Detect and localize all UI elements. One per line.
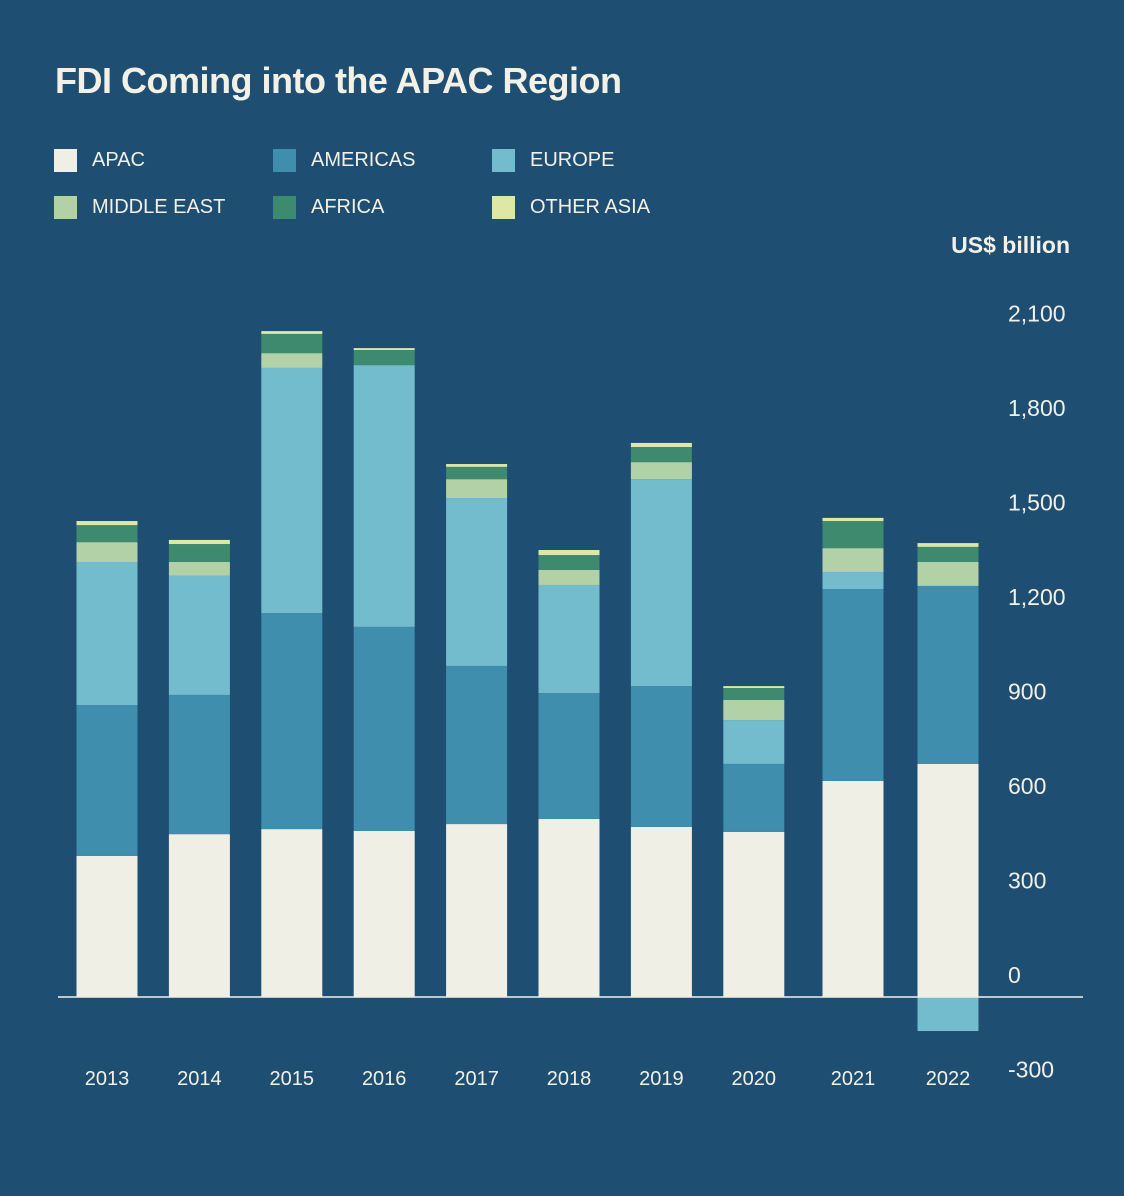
bar-segment-other-asia [76, 521, 138, 526]
bar-segment-europe [822, 572, 884, 590]
bar-segment-other-asia [723, 686, 785, 688]
bar-segment-apac [917, 763, 979, 997]
x-tick-label: 2018 [547, 1068, 592, 1090]
legend-label: EUROPE [530, 149, 615, 171]
bar-segment-americas [822, 589, 884, 781]
bar-segment-africa [446, 466, 508, 480]
bar-segment-americas [76, 704, 138, 856]
bar-segment-europe [353, 365, 415, 627]
y-axis-unit-label: US$ billion [951, 232, 1070, 258]
bar-segment-apac [446, 824, 508, 997]
bar-segment-apac [723, 831, 785, 997]
y-tick-label: 2,100 [1008, 301, 1066, 327]
legend-label: APAC [92, 149, 145, 171]
bar-segment-africa [630, 447, 692, 463]
bar-segment-africa [261, 333, 323, 354]
bar-segment-europe [630, 479, 692, 687]
bar-segment-europe [168, 575, 230, 695]
bar-segment-middle-east [630, 462, 692, 480]
bar-segment-europe [76, 561, 138, 705]
bar-segment-middle-east [76, 542, 138, 562]
bar-segment-europe [261, 367, 323, 614]
legend-swatch [54, 149, 77, 172]
bar-segment-americas [353, 626, 415, 831]
bar-segment-africa [168, 544, 230, 562]
bar-segment-middle-east [168, 561, 230, 576]
legend-item-africa: AFRICA [273, 196, 384, 219]
legend-item-middle-east: MIDDLE EAST [54, 196, 225, 219]
bar-segment-apac [76, 855, 138, 997]
y-tick-label: 300 [1008, 868, 1046, 894]
bar-segment-middle-east [538, 569, 600, 585]
legend-swatch [273, 196, 296, 219]
x-tick-label: 2014 [177, 1068, 222, 1090]
bar-segment-other-asia [538, 550, 600, 556]
bar-segment-other-asia [446, 464, 508, 467]
y-tick-label: 1,500 [1008, 490, 1066, 516]
x-tick-label: 2013 [85, 1068, 130, 1090]
legend-label: AMERICAS [311, 149, 416, 171]
bar-segment-apac [353, 830, 415, 997]
bar-segment-middle-east [261, 353, 323, 368]
x-tick-label: 2016 [362, 1068, 407, 1090]
legend-label: MIDDLE EAST [92, 196, 226, 218]
y-tick-label: 1,800 [1008, 395, 1066, 421]
bar-segment-africa [917, 546, 979, 562]
legend-label: OTHER ASIA [530, 196, 651, 218]
bar-segment-apac [630, 826, 692, 997]
y-tick-label: -300 [1008, 1057, 1054, 1083]
legend-swatch [54, 196, 77, 219]
legend-label: AFRICA [311, 196, 385, 218]
bar-segment-other-asia [630, 442, 692, 448]
bar-segment-americas [630, 686, 692, 827]
bar-segment-africa [538, 555, 600, 570]
bar-segment-americas [917, 585, 979, 764]
bar-segment-africa [353, 349, 415, 366]
bar-segment-europe [723, 720, 785, 764]
bar-segment-middle-east [822, 548, 884, 573]
bar-segment-apac [538, 819, 600, 997]
bar-segment-middle-east [446, 479, 508, 499]
bar-segment-americas [168, 694, 230, 835]
bar-segment-middle-east [917, 561, 979, 586]
legend-item-apac: APAC [54, 149, 145, 172]
legend-swatch [273, 149, 296, 172]
bar-segment-other-asia [168, 539, 230, 545]
bar-segment-americas [446, 665, 508, 825]
x-tick-label: 2015 [270, 1068, 315, 1090]
x-tick-label: 2021 [831, 1068, 876, 1090]
x-tick-label: 2017 [454, 1068, 499, 1090]
bar-segment-apac [261, 829, 323, 997]
y-tick-label: 0 [1008, 962, 1021, 988]
bar-segment-africa [76, 525, 138, 543]
bar-segment-other-asia [917, 543, 979, 547]
legend-swatch [492, 196, 515, 219]
bar-segment-americas [723, 763, 785, 832]
bar-segment-other-asia [261, 331, 323, 334]
bar-segment-europe [538, 584, 600, 694]
x-tick-label: 2020 [732, 1068, 777, 1090]
legend-item-europe: EUROPE [492, 149, 614, 172]
y-tick-label: 1,200 [1008, 584, 1066, 610]
x-tick-label: 2019 [639, 1068, 684, 1090]
legend-item-americas: AMERICAS [273, 149, 415, 172]
bar-segment-middle-east [723, 699, 785, 721]
x-tick-label: 2022 [926, 1068, 971, 1090]
bar-segment-americas [538, 693, 600, 820]
bar-segment-apac [168, 834, 230, 997]
bar-segment-other-asia [353, 348, 415, 350]
bar-segment-europe [446, 498, 508, 666]
bar-segment-americas [261, 613, 323, 830]
bar-segment-africa [822, 521, 884, 549]
legend-item-other-asia: OTHER ASIA [492, 196, 650, 219]
chart-title: FDI Coming into the APAC Region [55, 60, 622, 101]
bar-segment-europe [917, 997, 979, 1032]
bar-segment-apac [822, 780, 884, 997]
y-tick-label: 600 [1008, 773, 1046, 799]
bar-segment-other-asia [822, 517, 884, 522]
legend-swatch [492, 149, 515, 172]
bar-segment-africa [723, 687, 785, 700]
y-tick-label: 900 [1008, 679, 1046, 705]
